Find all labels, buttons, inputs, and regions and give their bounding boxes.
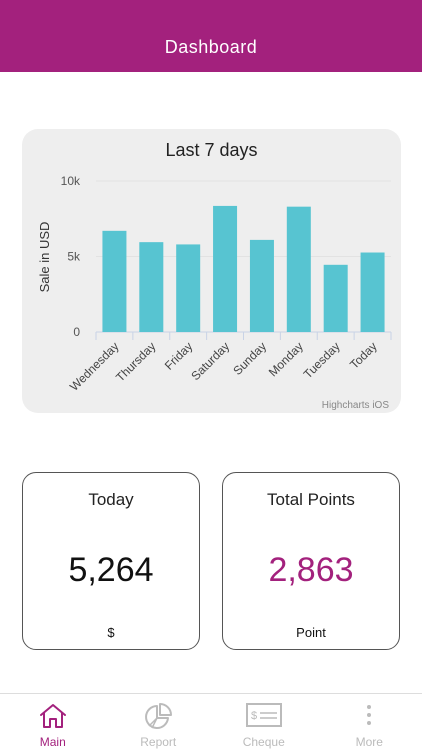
- chart-x-tick-label: Today: [347, 339, 380, 372]
- chart-x-tick-label: Monday: [266, 339, 306, 379]
- chart-title: Last 7 days: [165, 140, 257, 160]
- svg-text:$: $: [251, 710, 257, 722]
- tab-report-label: Report: [140, 735, 177, 749]
- points-label: Total Points: [267, 490, 355, 509]
- total-points-card: Total Points 2,863 Point: [222, 472, 400, 650]
- chart-x-tick-label: Tuesday: [301, 339, 343, 381]
- tab-report[interactable]: Report: [106, 694, 212, 750]
- chart-y-tick-label: 0: [73, 325, 80, 339]
- tab-more[interactable]: More: [317, 694, 422, 750]
- chart-credits: Highcharts iOS: [322, 400, 390, 411]
- chart-x-tick-label: Wednesday: [67, 339, 122, 394]
- chart-x-tick-label: Friday: [162, 339, 195, 372]
- tab-more-label: More: [355, 735, 383, 749]
- points-unit: Point: [296, 625, 326, 640]
- today-unit: $: [107, 625, 115, 640]
- today-value: 5,264: [68, 551, 154, 589]
- chart-y-tick-label: 5k: [67, 250, 81, 264]
- app-header: Dashboard: [0, 0, 422, 72]
- chart-bar[interactable]: [360, 252, 385, 332]
- more-icon: [367, 705, 372, 725]
- points-value: 2,863: [268, 551, 354, 589]
- cheque-icon: $: [245, 703, 282, 727]
- tab-main-label: Main: [39, 735, 66, 749]
- pie-chart-icon: [145, 703, 173, 729]
- chart-bar[interactable]: [102, 230, 127, 332]
- tab-cheque[interactable]: $ Cheque: [211, 694, 317, 750]
- sales-bar-chart: Last 7 days Sale in USD 05k10kWednesdayT…: [37, 140, 392, 411]
- chart-x-tick-label: Sunday: [230, 339, 269, 378]
- chart-bar[interactable]: [139, 242, 164, 332]
- chart-bar[interactable]: [323, 264, 348, 332]
- today-label: Today: [88, 490, 134, 509]
- tab-main[interactable]: Main: [0, 694, 106, 750]
- tab-cheque-label: Cheque: [242, 735, 285, 749]
- sales-chart-card: Last 7 days Sale in USD 0 5k 10k Wednesday T…: [22, 129, 401, 413]
- chart-bar[interactable]: [213, 205, 238, 332]
- today-sales-card: Today 5,264 $: [22, 472, 200, 650]
- chart-bar[interactable]: [249, 239, 274, 332]
- chart-y-tick-label: 10k: [61, 174, 81, 188]
- chart-x-tick-label: Saturday: [188, 339, 232, 383]
- chart-x-tick-label: Thursday: [113, 339, 158, 384]
- page-title: Dashboard: [164, 37, 258, 57]
- chart-bar[interactable]: [286, 206, 311, 332]
- chart-y-axis-label: Sale in USD: [37, 222, 52, 293]
- home-icon: [39, 704, 66, 728]
- bottom-tab-bar: Main Report $ Cheque More: [0, 693, 422, 750]
- chart-bar[interactable]: [176, 244, 201, 332]
